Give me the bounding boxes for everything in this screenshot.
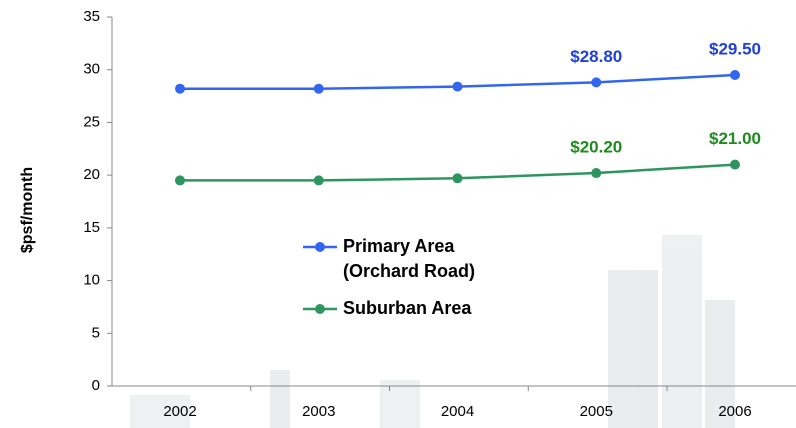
data-point [591,77,601,87]
data-point [453,82,463,92]
legend-label: Suburban Area [343,298,472,318]
x-tick-label: 2004 [441,403,474,420]
value-label: $20.20 [570,138,622,157]
y-tick-label: 20 [83,166,100,183]
y-tick-label: 10 [83,272,100,289]
data-point [314,84,324,94]
data-point [730,160,740,170]
x-tick-label: 2003 [302,403,335,420]
y-tick-label: 35 [83,8,100,25]
data-point [314,175,324,185]
legend-marker [315,304,325,314]
y-tick-label: 25 [83,113,100,130]
data-point [175,175,185,185]
x-tick-label: 2002 [163,403,196,420]
legend: Primary Area(Orchard Road)Suburban Area [298,231,528,325]
y-tick-label: 15 [83,219,100,236]
x-tick-label: 2006 [718,403,751,420]
value-label: $21.00 [709,129,761,148]
y-axis-label: $psf/month [19,167,36,253]
y-tick-label: 5 [92,324,100,341]
data-point [591,168,601,178]
value-label: $28.80 [570,47,622,66]
data-point [730,70,740,80]
value-label: $29.50 [709,39,761,58]
y-tick-label: 30 [83,61,100,78]
data-point [453,173,463,183]
x-tick-label: 2005 [580,403,613,420]
y-tick-label: 0 [92,377,100,394]
chart: $psf/month Primary Area(Orchard Road)Sub… [0,0,796,428]
data-point [175,84,185,94]
legend-marker [315,242,325,252]
